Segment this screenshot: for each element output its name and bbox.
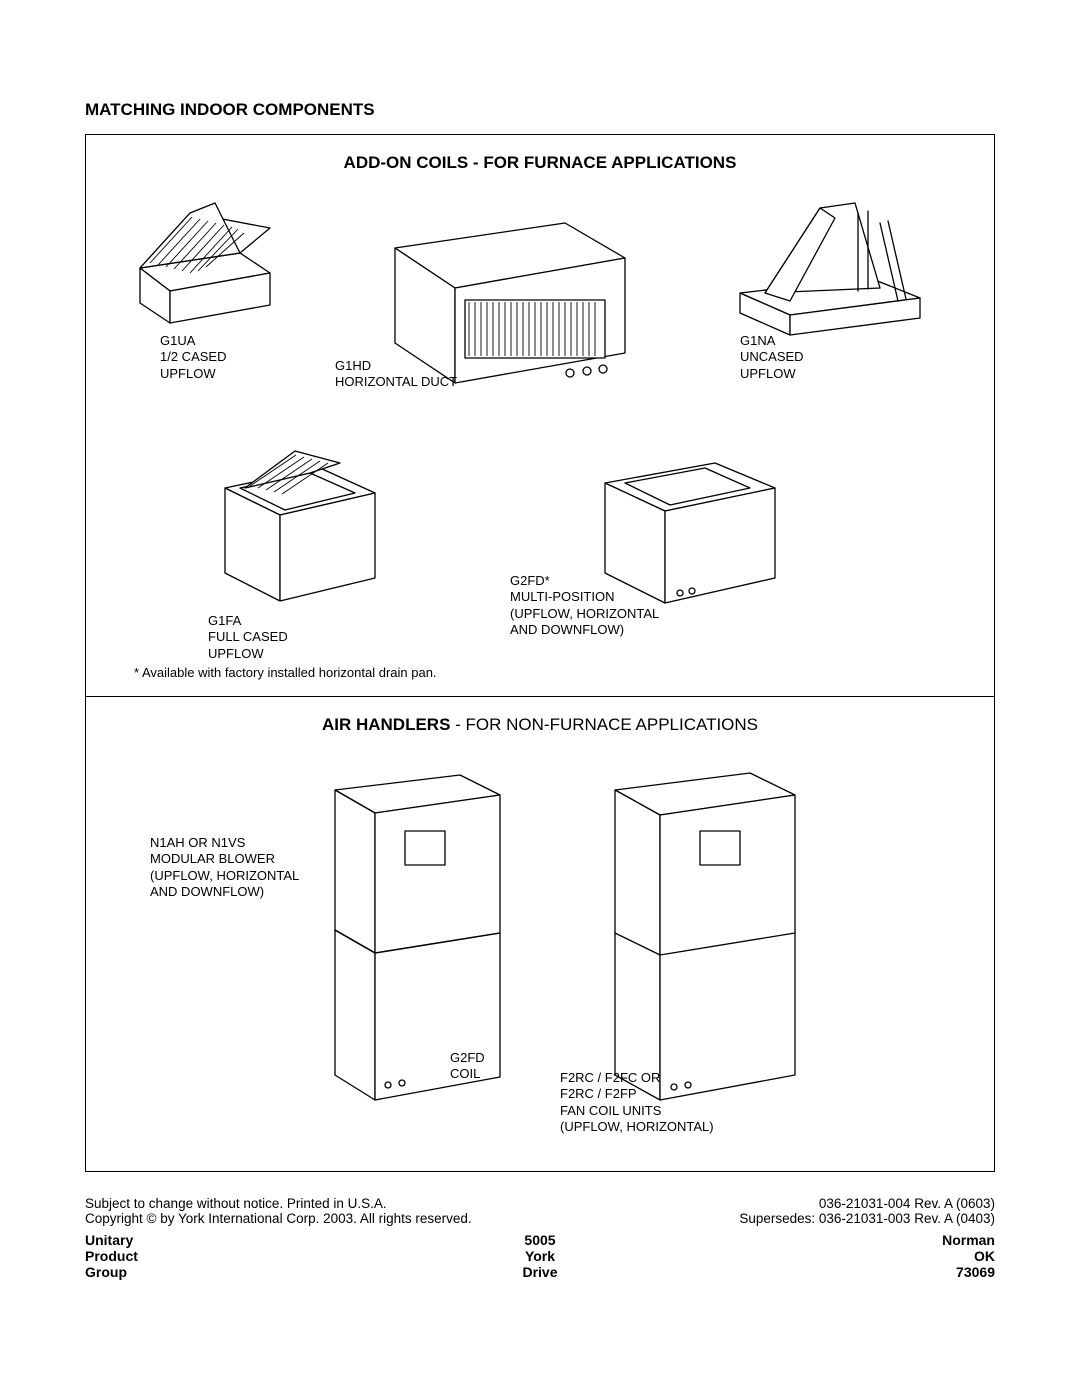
g2fdcoil-caption: G2FD COIL xyxy=(450,1050,485,1083)
g1fa-caption: G1FA FULL CASED UPFLOW xyxy=(208,613,400,662)
item-g1fa: G1FA FULL CASED UPFLOW xyxy=(200,433,400,662)
text: 1/2 CASED xyxy=(160,349,290,365)
ah-row: N1AH OR N1VS MODULAR BLOWER (UPFLOW, HOR… xyxy=(110,745,970,1155)
item-g1hd: G1HD HORIZONTAL DUCT xyxy=(365,188,655,408)
modblower-caption: N1AH OR N1VS MODULAR BLOWER (UPFLOW, HOR… xyxy=(150,835,299,900)
text: G1FA xyxy=(208,613,400,629)
text: (UPFLOW, HORIZONTAL xyxy=(510,606,659,622)
fancoil-illustration xyxy=(590,755,820,1115)
coils-row-2: G1FA FULL CASED UPFLOW G2FD* xyxy=(110,433,970,663)
g1ua-caption: G1UA 1/2 CASED UPFLOW xyxy=(160,333,290,382)
footer-table: Unitary 5005 Norman Product York OK Grou… xyxy=(85,1232,995,1280)
text: 73069 xyxy=(695,1264,995,1280)
content-box: ADD-ON COILS - FOR FURNACE APPLICATIONS xyxy=(85,134,995,1172)
text: Unitary xyxy=(85,1232,385,1248)
text: FULL CASED xyxy=(208,629,400,645)
text: AND DOWNFLOW) xyxy=(510,622,659,638)
coils-footnote: * Available with factory installed horiz… xyxy=(134,665,970,680)
text: F2RC / F2FC OR xyxy=(560,1070,714,1086)
item-modblower xyxy=(310,755,520,1115)
text: - FOR NON-FURNACE APPLICATIONS xyxy=(450,715,758,734)
text: UPFLOW xyxy=(740,366,804,382)
text: Subject to change without notice. Printe… xyxy=(85,1196,387,1211)
text: UPFLOW xyxy=(208,646,400,662)
text: G2FD* xyxy=(510,573,659,589)
text: Norman xyxy=(695,1232,995,1248)
text: G1HD xyxy=(335,358,457,374)
text: Supersedes: 036-21031-003 Rev. A (0403) xyxy=(739,1211,995,1226)
text: AIR HANDLERS xyxy=(322,715,450,734)
text: G1UA xyxy=(160,333,290,349)
section-coils: ADD-ON COILS - FOR FURNACE APPLICATIONS xyxy=(86,135,994,696)
text: OK xyxy=(695,1248,995,1264)
text: Group xyxy=(85,1264,385,1280)
text: Drive xyxy=(385,1264,694,1280)
text: UPFLOW xyxy=(160,366,290,382)
text: MODULAR BLOWER xyxy=(150,851,299,867)
text: G1NA xyxy=(740,333,804,349)
text: AND DOWNFLOW) xyxy=(150,884,299,900)
g2fd-caption: G2FD* MULTI-POSITION (UPFLOW, HORIZONTAL… xyxy=(510,573,659,638)
item-g2fd: G2FD* MULTI-POSITION (UPFLOW, HORIZONTAL… xyxy=(580,433,800,613)
g1na-caption: G1NA UNCASED UPFLOW xyxy=(740,333,804,382)
item-g1na: G1NA UNCASED UPFLOW xyxy=(720,183,940,353)
footer: Subject to change without notice. Printe… xyxy=(85,1196,995,1280)
g1fa-illustration xyxy=(200,433,400,613)
footer-line-1: Subject to change without notice. Printe… xyxy=(85,1196,995,1211)
text: Copyright © by York International Corp. … xyxy=(85,1211,472,1226)
text: F2RC / F2FP xyxy=(560,1086,714,1102)
modblower-illustration xyxy=(310,755,520,1115)
item-g1ua: G1UA 1/2 CASED UPFLOW xyxy=(120,183,290,382)
coils-row-1: G1UA 1/2 CASED UPFLOW xyxy=(110,183,970,433)
section-air-handlers: AIR HANDLERS - FOR NON-FURNACE APPLICATI… xyxy=(86,696,994,1171)
text: UNCASED xyxy=(740,349,804,365)
text: N1AH OR N1VS xyxy=(150,835,299,851)
text: 036-21031-004 Rev. A (0603) xyxy=(819,1196,995,1211)
text: COIL xyxy=(450,1066,485,1082)
section-ah-title: AIR HANDLERS - FOR NON-FURNACE APPLICATI… xyxy=(110,715,970,735)
g1na-illustration xyxy=(720,183,940,353)
section-coils-title: ADD-ON COILS - FOR FURNACE APPLICATIONS xyxy=(110,153,970,173)
text: York xyxy=(385,1248,694,1264)
text: Product xyxy=(85,1248,385,1264)
item-fancoil xyxy=(590,755,820,1115)
text: FAN COIL UNITS xyxy=(560,1103,714,1119)
text: (UPFLOW, HORIZONTAL) xyxy=(560,1119,714,1135)
fancoil-caption: F2RC / F2FC OR F2RC / F2FP FAN COIL UNIT… xyxy=(560,1070,714,1135)
text: HORIZONTAL DUCT xyxy=(335,374,457,390)
g1hd-caption: G1HD HORIZONTAL DUCT xyxy=(335,358,457,391)
text: 5005 xyxy=(385,1232,694,1248)
text: (UPFLOW, HORIZONTAL xyxy=(150,868,299,884)
g1ua-illustration xyxy=(120,183,290,333)
text: MULTI-POSITION xyxy=(510,589,659,605)
page-title: MATCHING INDOOR COMPONENTS xyxy=(85,100,995,120)
text: G2FD xyxy=(450,1050,485,1066)
footer-line-2: Copyright © by York International Corp. … xyxy=(85,1211,995,1226)
